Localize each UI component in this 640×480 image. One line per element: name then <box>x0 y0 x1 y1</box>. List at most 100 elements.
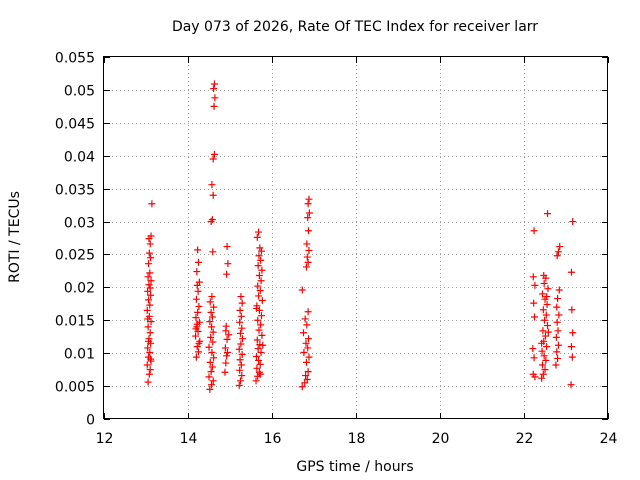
data-point <box>252 304 260 312</box>
data-point <box>236 356 244 364</box>
data-point <box>208 216 216 224</box>
data-point <box>298 286 306 294</box>
data-point <box>302 339 310 347</box>
data-point <box>209 248 217 256</box>
data-point <box>253 364 261 372</box>
data-point <box>554 354 562 362</box>
data-point <box>255 356 263 364</box>
y-tick-label: 0 <box>86 413 95 429</box>
data-point <box>225 331 233 339</box>
x-axis-label: GPS time / hours <box>296 459 413 475</box>
data-point <box>146 284 154 292</box>
data-point <box>539 370 547 378</box>
data-point <box>145 337 153 345</box>
data-point <box>252 377 260 385</box>
data-point <box>146 329 154 337</box>
data-point <box>530 299 538 307</box>
data-point <box>210 303 218 311</box>
data-point <box>194 246 202 254</box>
y-axis-label: ROTI / TECUs <box>7 191 23 283</box>
data-point <box>540 352 548 360</box>
data-point <box>144 344 152 352</box>
data-point <box>553 303 561 311</box>
data-point <box>554 341 562 349</box>
data-point <box>302 372 310 380</box>
data-point <box>208 313 216 321</box>
data-point <box>210 354 218 362</box>
y-tick-labels: 0 0.005 0.01 0.015 0.02 0.025 0.03 0.035 0.04 0.0… <box>55 51 95 429</box>
data-point <box>236 318 244 326</box>
data-point <box>554 327 562 335</box>
data-point <box>209 191 217 199</box>
data-point <box>145 370 153 378</box>
data-point <box>553 318 561 326</box>
data-point <box>209 338 217 346</box>
data-point <box>257 277 265 285</box>
data-point <box>192 314 200 322</box>
data-point <box>569 329 577 337</box>
data-point <box>254 316 262 324</box>
data-point <box>238 372 246 380</box>
data-point <box>223 349 231 357</box>
data-point <box>258 247 265 255</box>
data-point <box>193 320 201 328</box>
data-point <box>305 195 313 203</box>
y-tick-label: 0.005 <box>55 380 95 396</box>
data-point <box>143 361 151 369</box>
data-point <box>539 306 547 314</box>
x-tick-label: 20 <box>432 431 450 447</box>
data-point <box>305 227 313 235</box>
data-point <box>552 333 560 341</box>
data-point <box>305 209 313 217</box>
data-point <box>209 328 217 336</box>
data-point <box>253 336 261 344</box>
data-point <box>237 361 245 369</box>
data-point <box>542 356 550 364</box>
data-point <box>192 353 200 361</box>
x-tick-label: 24 <box>600 431 618 447</box>
x-tick-label: 18 <box>348 431 366 447</box>
data-point <box>237 312 245 320</box>
data-point <box>538 361 546 369</box>
data-point <box>300 349 308 357</box>
y-tick-label: 0.01 <box>64 347 95 363</box>
data-point <box>224 260 232 268</box>
y-tick-label: 0.04 <box>64 150 95 166</box>
data-point <box>538 347 546 355</box>
data-point <box>567 343 575 351</box>
data-point <box>145 260 153 268</box>
data-point <box>540 279 548 287</box>
data-point <box>538 339 546 347</box>
data-point <box>540 272 548 280</box>
data-point <box>208 363 216 371</box>
data-point <box>223 352 231 360</box>
data-point <box>223 335 231 343</box>
data-point <box>208 381 216 389</box>
data-point <box>303 376 311 384</box>
data-point <box>144 378 152 386</box>
data-point <box>146 366 154 374</box>
data-point <box>538 374 546 382</box>
data-point <box>538 290 546 298</box>
data-point <box>208 323 216 331</box>
data-point <box>256 370 264 378</box>
data-point <box>206 318 214 326</box>
data-point <box>238 299 246 307</box>
data-point <box>192 295 200 303</box>
data-point <box>568 306 576 314</box>
data-point <box>207 333 215 341</box>
data-point <box>569 218 577 226</box>
data-point <box>531 281 539 289</box>
data-point <box>146 269 154 277</box>
data-point <box>529 273 537 281</box>
data-point <box>258 331 266 339</box>
data-point <box>223 270 231 278</box>
data-point <box>255 292 263 300</box>
data-point <box>542 311 550 319</box>
data-point <box>556 243 564 251</box>
data-point <box>238 350 246 358</box>
data-point <box>195 302 203 310</box>
data-point <box>304 214 312 222</box>
data-point <box>210 80 218 88</box>
